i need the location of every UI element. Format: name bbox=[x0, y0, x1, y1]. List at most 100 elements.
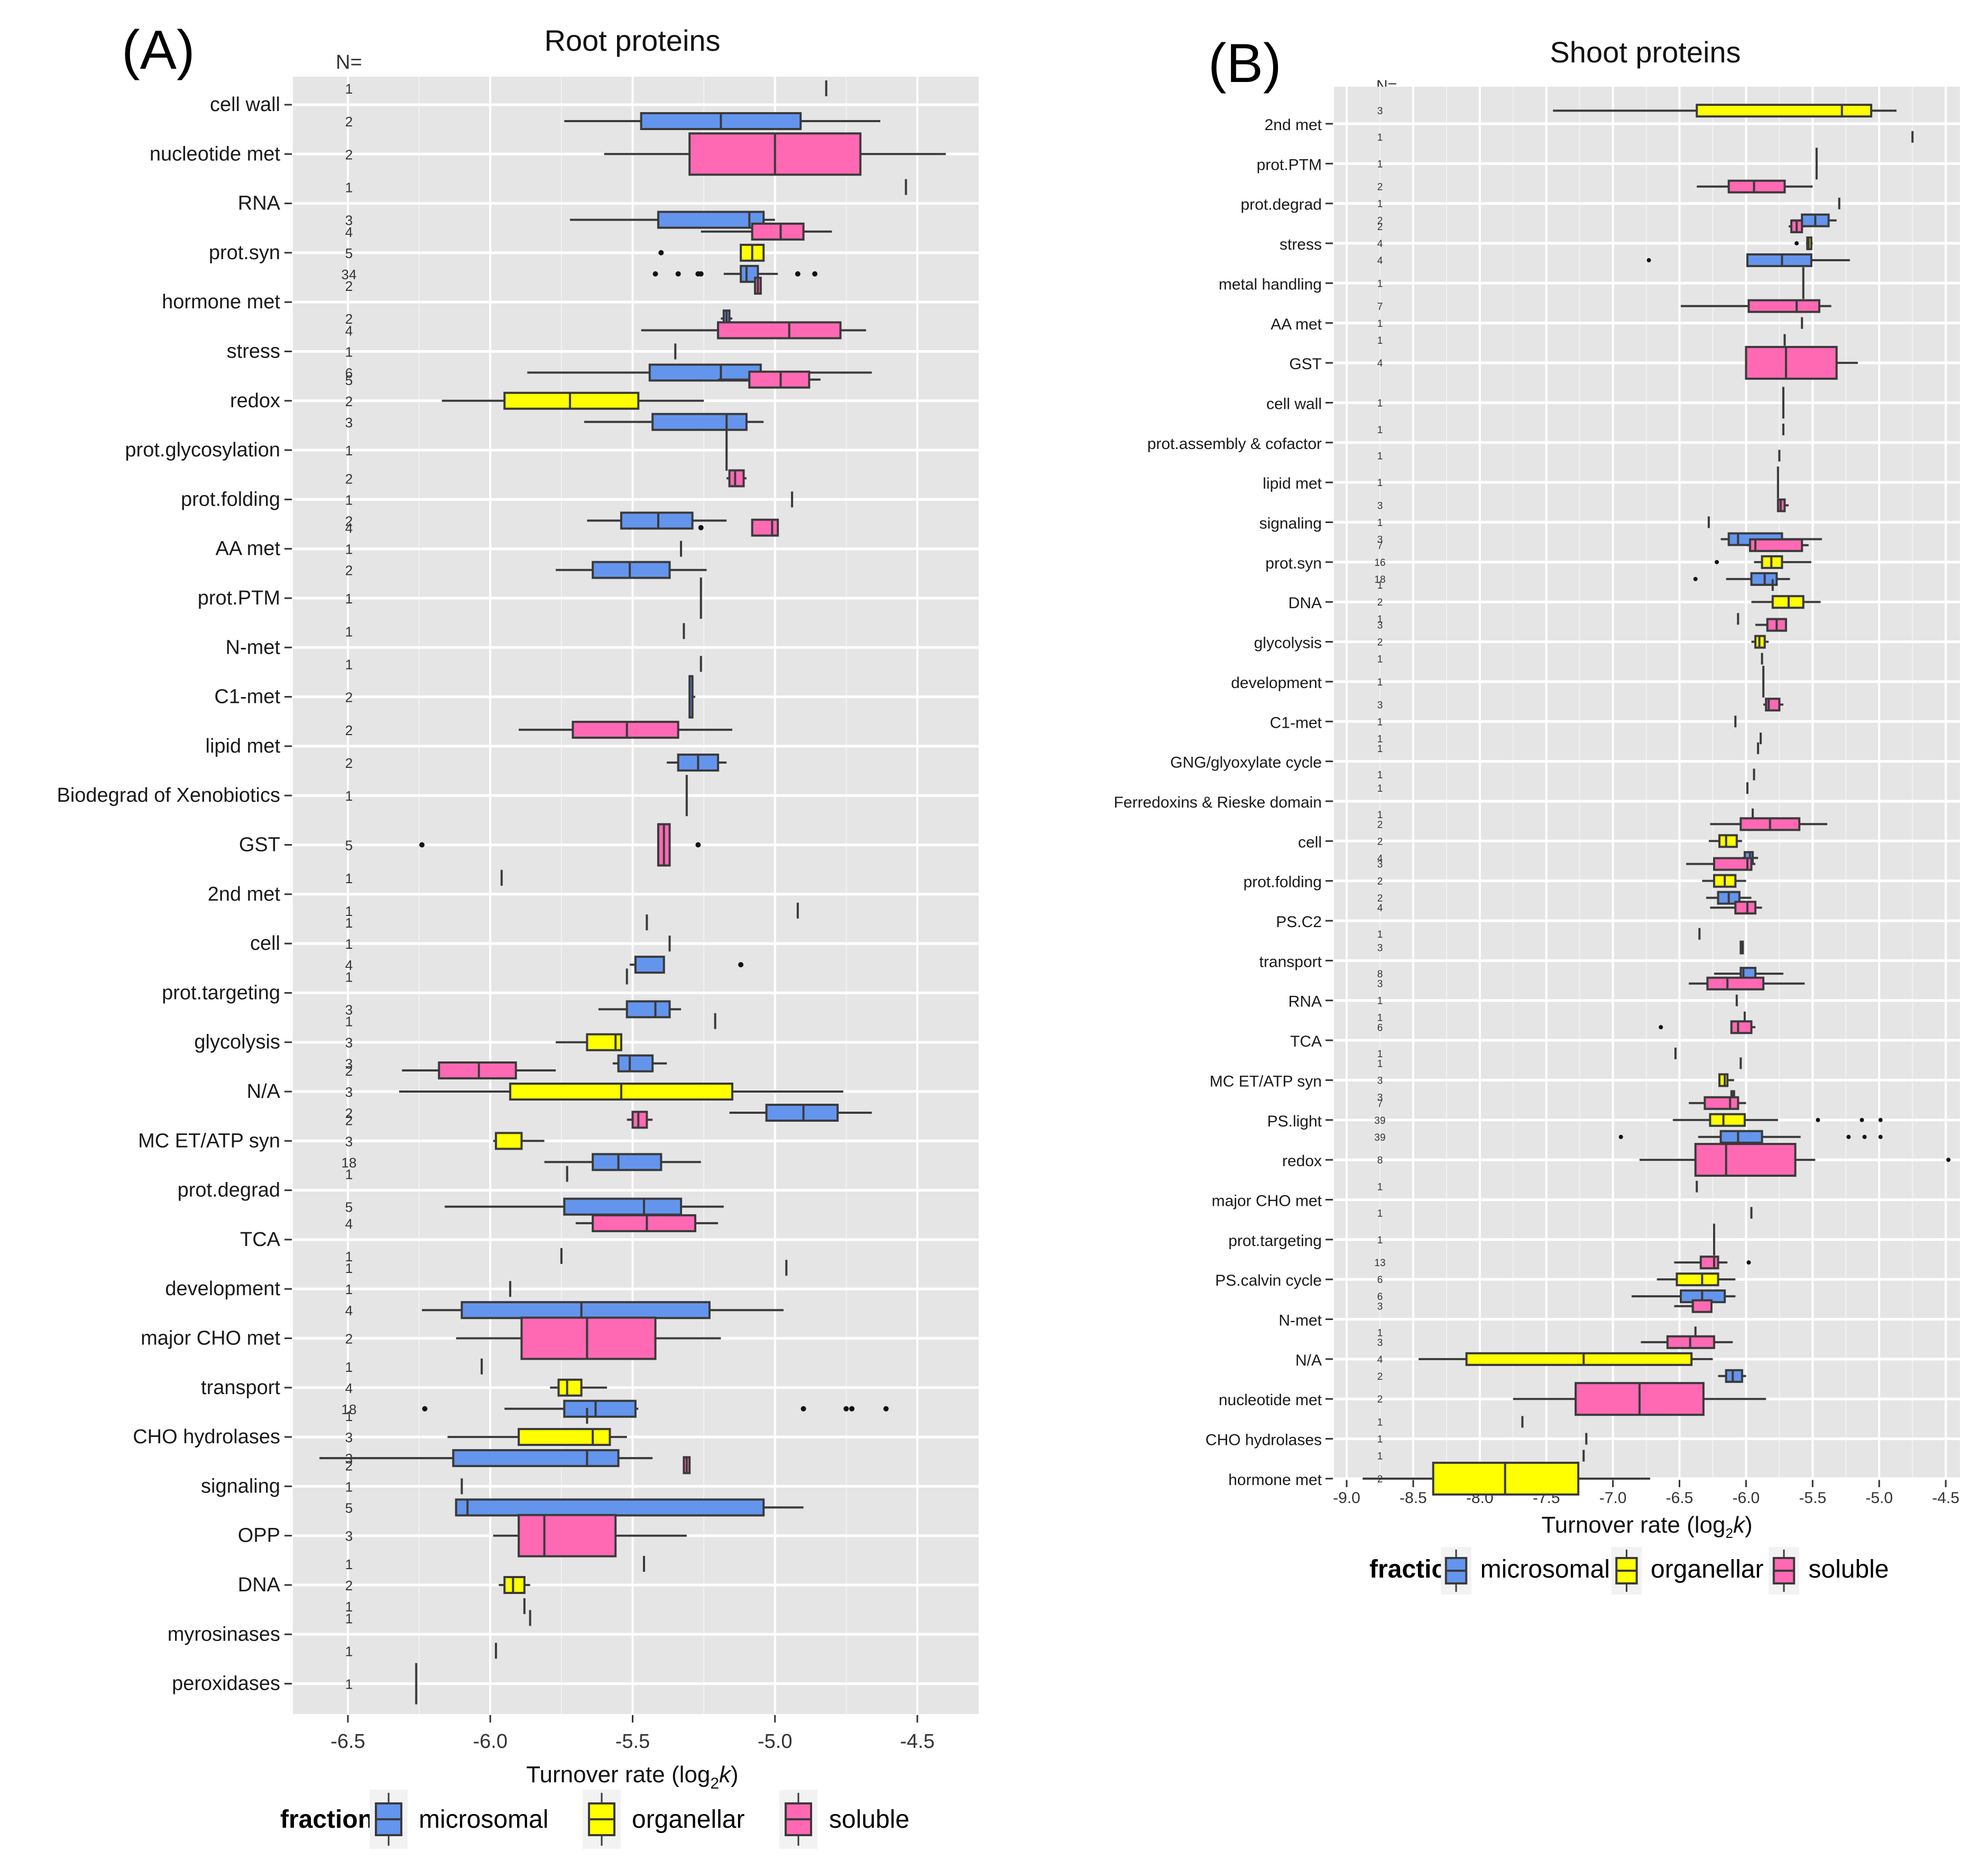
y-category-label: prot.folding bbox=[1244, 874, 1322, 891]
n-count-label: 1 bbox=[1377, 677, 1383, 688]
n-count-label: 4 bbox=[1377, 255, 1383, 267]
box-microsomal bbox=[740, 264, 759, 283]
box-organellar bbox=[557, 1378, 583, 1397]
outlier-point bbox=[695, 842, 701, 848]
box-soluble bbox=[572, 720, 679, 739]
n-count-label: 1 bbox=[345, 1359, 353, 1375]
y-category-label: lipid met bbox=[206, 735, 281, 757]
y-category-label: C1-met bbox=[1270, 714, 1322, 731]
box-microsomal bbox=[461, 1301, 711, 1320]
outlier-point bbox=[1646, 258, 1651, 263]
n-count-label: 2 bbox=[1377, 819, 1383, 830]
x-tick-label: -8.5 bbox=[1400, 1489, 1427, 1507]
n-count-label: 2 bbox=[345, 755, 353, 771]
n-count-label: 1 bbox=[345, 936, 353, 952]
n-count-label: 16 bbox=[1374, 557, 1385, 569]
outlier-point bbox=[1794, 241, 1799, 246]
n-count-label: 2 bbox=[345, 1458, 353, 1473]
box-soluble bbox=[728, 469, 745, 488]
y-category-label: development bbox=[165, 1278, 280, 1300]
n-count-label: 2 bbox=[345, 311, 353, 327]
n-count-label: 1 bbox=[1377, 783, 1383, 794]
panel-b-tag: (B) bbox=[1208, 33, 1282, 94]
n-count-label: 3 bbox=[345, 1035, 353, 1051]
box-soluble bbox=[1706, 976, 1765, 991]
y-category-label: nucleotide met bbox=[150, 143, 281, 165]
box-soluble bbox=[438, 1061, 517, 1079]
outlier-point bbox=[675, 271, 681, 277]
n-count-label: 2 bbox=[345, 563, 353, 579]
n-count-label: 3 bbox=[1377, 501, 1383, 512]
panel-a-n-header: N= bbox=[336, 51, 362, 74]
x-tick-label: -9.0 bbox=[1333, 1489, 1360, 1507]
n-count-label: 4 bbox=[1377, 853, 1383, 864]
n-count-label: 7 bbox=[1377, 1098, 1383, 1110]
n-count-label: 1 bbox=[345, 1599, 353, 1615]
n-count-label: 5 bbox=[345, 838, 353, 854]
y-category-label: 2nd met bbox=[1265, 116, 1322, 134]
box-microsomal bbox=[563, 1197, 683, 1216]
n-count-label: 1 bbox=[1377, 335, 1383, 346]
x-tick-label: -6.5 bbox=[330, 1730, 365, 1753]
outlier-point bbox=[1618, 1134, 1623, 1139]
n-count-label: 18 bbox=[342, 1155, 357, 1170]
n-count-label: 1 bbox=[1377, 769, 1383, 781]
y-category-label: 2nd met bbox=[208, 883, 281, 905]
n-count-label: 3 bbox=[345, 1430, 353, 1445]
outlier-point bbox=[1846, 1134, 1851, 1139]
y-category-label: signaling bbox=[201, 1475, 280, 1497]
n-count-label: 1 bbox=[1377, 580, 1383, 591]
y-category-label: N/A bbox=[247, 1080, 281, 1103]
n-count-label: 18 bbox=[1374, 574, 1385, 585]
outlier-point bbox=[1715, 560, 1719, 564]
panel-b-legend: fraction microsomal organellar soluble bbox=[1369, 1547, 1889, 1595]
y-category-label: stress bbox=[227, 341, 280, 363]
n-count-label: 2 bbox=[1377, 637, 1383, 648]
n-count-label: 1 bbox=[1377, 1327, 1383, 1339]
n-count-label: 1 bbox=[345, 1643, 353, 1659]
n-count-label: 2 bbox=[345, 722, 353, 738]
n-count-label: 1 bbox=[345, 1260, 353, 1276]
box-organellar bbox=[1718, 1073, 1729, 1087]
n-count-label: 1 bbox=[345, 1676, 353, 1692]
n-count-label: 4 bbox=[345, 957, 353, 973]
y-category-label: GNG/glyoxylate cycle bbox=[1170, 754, 1322, 772]
outlier-point bbox=[652, 271, 658, 277]
n-count-label: 4 bbox=[345, 1216, 353, 1232]
box-soluble bbox=[1713, 857, 1753, 871]
outlier-point bbox=[883, 1406, 889, 1412]
outlier-point bbox=[1862, 1134, 1867, 1139]
y-category-label: glycolysis bbox=[1254, 635, 1322, 652]
n-count-label: 3 bbox=[1377, 943, 1383, 954]
box-organellar bbox=[1709, 1113, 1746, 1127]
y-category-label: redox bbox=[230, 390, 280, 412]
legend-label-microsomal: microsomal bbox=[1480, 1555, 1610, 1583]
n-count-label: 3 bbox=[345, 1528, 353, 1544]
box-microsomal bbox=[455, 1498, 765, 1517]
box-soluble bbox=[1745, 346, 1838, 380]
box-microsomal bbox=[1746, 253, 1812, 268]
n-count-label: 2 bbox=[345, 114, 353, 130]
y-category-label: N-met bbox=[226, 636, 281, 658]
x-tick-label: -5.0 bbox=[1865, 1489, 1893, 1507]
n-count-label: 1 bbox=[345, 542, 353, 557]
n-count-label: 1 bbox=[345, 1249, 353, 1265]
n-count-label: 2 bbox=[1377, 216, 1383, 227]
y-category-label: CHO hydrolases bbox=[133, 1426, 280, 1448]
box-soluble bbox=[631, 1111, 648, 1129]
n-count-label: 1 bbox=[1377, 654, 1383, 665]
box-organellar bbox=[1696, 104, 1873, 118]
outlier-point bbox=[843, 1406, 849, 1412]
n-count-label: 4 bbox=[345, 224, 353, 240]
n-count-label: 1 bbox=[345, 969, 353, 985]
y-category-label: PS.light bbox=[1267, 1113, 1322, 1130]
n-count-label: 1 bbox=[345, 1556, 353, 1572]
n-count-label: 5 bbox=[345, 1500, 353, 1516]
n-count-label: 1 bbox=[1377, 929, 1383, 940]
box-soluble bbox=[1747, 299, 1820, 313]
n-count-label: 1 bbox=[345, 1281, 353, 1297]
outlier-point bbox=[1878, 1117, 1883, 1122]
n-count-label: 1 bbox=[1377, 278, 1383, 289]
y-category-label: major CHO met bbox=[1212, 1192, 1322, 1210]
plot-background bbox=[1334, 87, 1960, 1479]
